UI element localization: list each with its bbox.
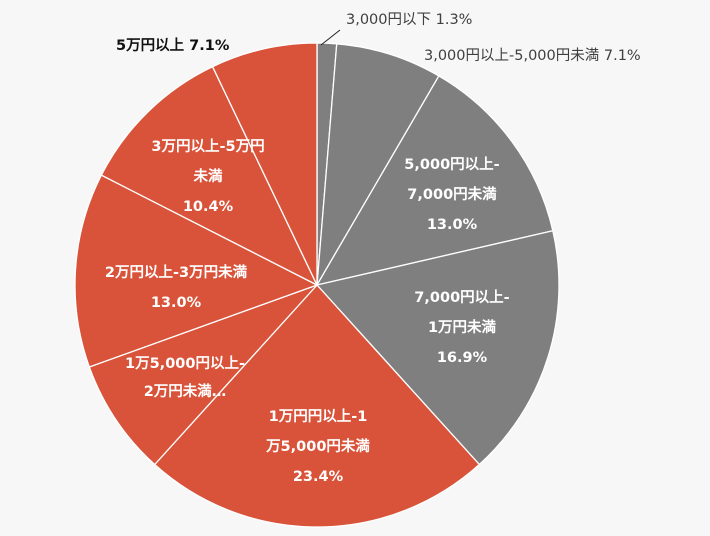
- slice-label-0: 3,000円以下 1.3%: [346, 10, 472, 30]
- pie-slice-8: [211, 42, 318, 286]
- label-line: 2万円以上-3万円未満: [104, 265, 248, 281]
- pie-slice-1: [316, 43, 440, 286]
- pie-slice-5: [88, 284, 318, 466]
- label-line: 7,000円未満: [407, 187, 497, 203]
- label-line: 13.0%: [150, 295, 202, 311]
- pie-slice-6: [74, 174, 319, 368]
- label-line: 13.0%: [426, 217, 478, 233]
- label-line: 5,000円以上-: [404, 157, 500, 173]
- label-line: 5万円以上 7.1%: [116, 38, 230, 54]
- label-line: 3万円以上-5万円: [151, 139, 265, 155]
- label-line: 1万円未満: [427, 320, 497, 336]
- pie-slice-4: [153, 284, 481, 528]
- label-line: 1万円円以上-1: [268, 409, 368, 425]
- label-line: 3,000円以下 1.3%: [346, 12, 473, 28]
- slice-label-1: 3,000円以上-5,000円未満 7.1%: [424, 46, 641, 66]
- label-line: 16.9%: [436, 350, 488, 366]
- label-line: 未満: [193, 169, 223, 185]
- label-line: 7,000円以上-: [414, 290, 510, 306]
- label-line: 万5,000円未満: [266, 439, 370, 455]
- slice-label-4: 1万円円以上-1 万5,000円未満 23.4%: [266, 402, 370, 492]
- slice-label-5: 1万5,000円以上- 2万円未満…: [125, 350, 245, 406]
- pie-slice-3: [315, 229, 560, 466]
- label-line: 2万円未満…: [143, 384, 227, 400]
- label-line: 10.4%: [182, 199, 234, 215]
- pie-slice-7: [100, 65, 319, 287]
- label-line: 3,000円以上-5,000円未満 7.1%: [424, 48, 641, 64]
- label-line: 1万5,000円以上-: [125, 356, 245, 372]
- slice-label-8: 5万円以上 7.1%: [116, 36, 229, 56]
- label-line: 23.4%: [292, 469, 344, 485]
- slice-label-7: 3万円以上-5万円 未満 10.4%: [151, 132, 264, 222]
- pie-slice-2: [315, 75, 554, 286]
- leader-line: [320, 29, 341, 46]
- slice-label-6: 2万円以上-3万円未満 13.0%: [105, 258, 247, 318]
- slice-label-3: 7,000円以上- 1万円未満 16.9%: [414, 283, 509, 373]
- slice-label-2: 5,000円以上- 7,000円未満 13.0%: [404, 150, 499, 240]
